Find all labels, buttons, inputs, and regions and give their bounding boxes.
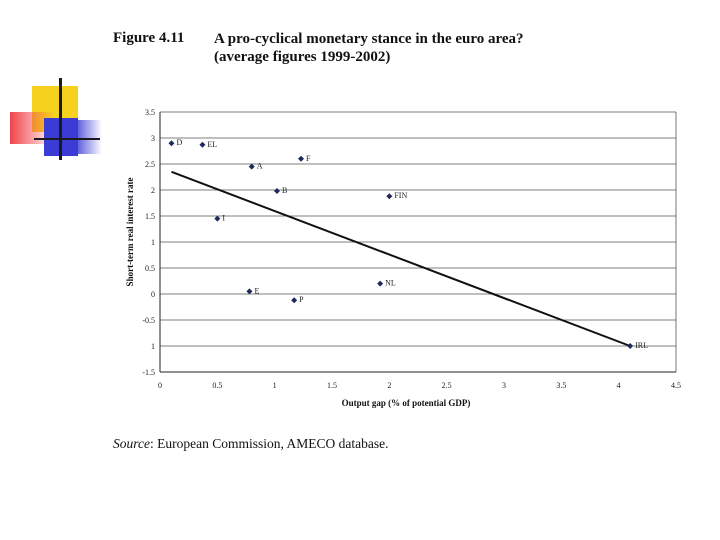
- data-point: [214, 215, 221, 222]
- y-tick-label: -1.5: [142, 368, 155, 377]
- trend-line: [171, 170, 631, 347]
- source-note: Source: European Commission, AMECO datab…: [113, 436, 388, 452]
- data-point: [627, 343, 634, 349]
- y-tick-label: 1.5: [145, 212, 155, 221]
- x-tick-label: 2.5: [442, 381, 452, 390]
- point-label: E: [254, 286, 259, 295]
- data-point: [246, 288, 253, 295]
- y-tick-label: 0: [151, 290, 155, 299]
- data-point: [298, 155, 305, 162]
- x-tick-label: 1: [273, 381, 277, 390]
- data-point: [386, 193, 393, 200]
- data-point: [199, 141, 206, 148]
- point-label: D: [176, 138, 182, 147]
- y-tick-label: 2.5: [145, 160, 155, 169]
- y-tick-label: -0.5: [142, 316, 155, 325]
- y-tick-label: 3: [151, 134, 155, 143]
- point-label: FIN: [394, 191, 407, 200]
- vertical-line: [59, 78, 62, 160]
- y-tick-label: 1: [151, 238, 155, 247]
- corner-decoration: [0, 0, 110, 170]
- y-tick-label: 3.5: [145, 108, 155, 117]
- point-label: B: [282, 186, 287, 195]
- x-tick-label: 4: [617, 381, 621, 390]
- point-label: P: [299, 295, 304, 304]
- point-label: EL: [207, 140, 217, 149]
- figure-title-line2: (average figures 1999-2002): [214, 49, 391, 65]
- scatter-chart: -1.5 1 -0.5 0 0.5 1 1.5 2 2.5 3 3.5 0 0.5 1 1.5 2 2.5 3 3.…: [125, 108, 681, 408]
- x-tick-label: 4.5: [671, 381, 681, 390]
- point-label: NL: [385, 279, 396, 288]
- x-tick-label: 1.5: [327, 381, 337, 390]
- source-text: : European Commission, AMECO database.: [150, 436, 389, 451]
- x-tick-label: 0.5: [212, 381, 222, 390]
- point-label: IRL: [635, 341, 648, 350]
- data-point: [248, 163, 255, 170]
- data-point: [291, 297, 298, 304]
- figure-title-line1: A pro-cyclical monetary stance in the eu…: [214, 31, 524, 47]
- point-label: F: [306, 154, 311, 163]
- point-label: I: [222, 214, 225, 223]
- x-tick-label: 3: [502, 381, 506, 390]
- x-tick-label: 2: [387, 381, 391, 390]
- source-label: Source: [113, 436, 150, 451]
- data-point: [273, 188, 280, 195]
- figure-title: A pro-cyclical monetary stance in the eu…: [214, 30, 524, 66]
- horizontal-line: [34, 138, 100, 140]
- figure-label: Figure 4.11: [113, 30, 185, 46]
- y-tick-label: 0.5: [145, 264, 155, 273]
- point-label: A: [257, 162, 263, 171]
- data-point: [377, 280, 384, 287]
- y-tick-label: 2: [151, 186, 155, 195]
- x-tick-label: 3.5: [556, 381, 566, 390]
- x-tick-label: 0: [158, 381, 162, 390]
- blue-gradient-bar: [72, 120, 102, 154]
- y-tick-label: 1: [151, 342, 155, 351]
- data-point: [168, 140, 175, 147]
- y-axis-title: Short-term real interest rate: [125, 178, 135, 287]
- x-axis-title: Output gap (% of potential GDP): [342, 398, 471, 408]
